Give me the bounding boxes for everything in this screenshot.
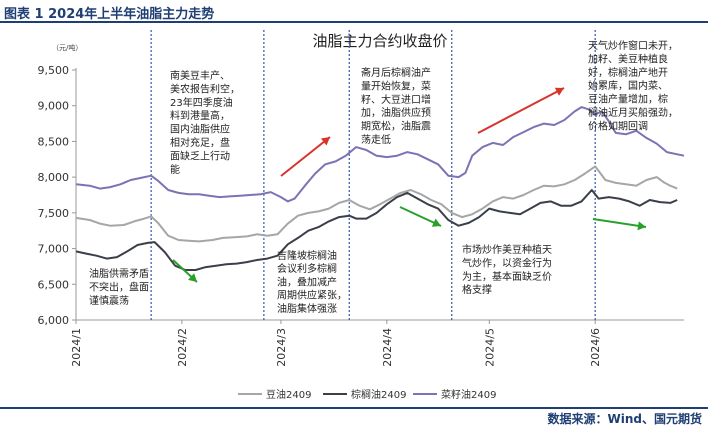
annotation-line: 美农报告利空，	[170, 82, 240, 95]
y-tick-label: 8,500	[38, 135, 70, 148]
annotation-line: 为主，基本面缺乏价	[462, 270, 552, 283]
up-arrow-1-head	[320, 137, 330, 146]
down-arrow-1-head	[188, 273, 197, 282]
annotation-line: 天气炒作窗口未开，	[588, 39, 678, 52]
y-tick-label: 7,500	[38, 207, 70, 220]
y-axis-unit: （元/吨）	[52, 43, 82, 52]
chart: 油脂主力合约收盘价 （元/吨） 6,000 6,500 7,000 7,500 8,000 8…	[38, 30, 685, 401]
legend-label-3: 菜籽油2409	[441, 388, 496, 401]
x-tick-label: 2024/1	[70, 328, 83, 367]
annotation-line: 周期供应紧张，	[277, 289, 347, 302]
annotation-line: 量开始恢复，菜	[361, 79, 431, 92]
annotation-line: 始累库，国内菜、	[588, 79, 668, 92]
up-arrow-2-head	[554, 87, 564, 96]
annotation-line: 加籽、美豆种植良	[588, 52, 668, 65]
y-tick-label: 6,000	[38, 314, 70, 327]
annotation-line: 会议利多棕榈	[277, 262, 337, 275]
annotation-line: 不突出，盘面	[89, 280, 149, 293]
figure-caption: 图表 1 2024年上半年油脂主力走势	[4, 7, 215, 22]
annotation-line: 籽、大豆进口增	[361, 93, 431, 106]
up-arrow-1-shaft	[280, 136, 331, 177]
y-tick-label: 8,000	[38, 171, 70, 184]
chart-title: 油脂主力合约收盘价	[312, 32, 447, 50]
x-tick-label: 2024/4	[381, 328, 394, 367]
annotation-line: 豆油产量增加，棕	[588, 93, 668, 106]
annotation-line: 油脂集体强涨	[277, 302, 337, 315]
annotation-line: 加，油脂供应预	[361, 106, 431, 119]
legend-label-1: 豆油2409	[266, 388, 311, 401]
y-tick-label: 6,500	[38, 278, 70, 291]
figure-header: 图表 1 2024年上半年油脂主力走势	[0, 0, 708, 23]
annotation-line: 国内油脂供应	[170, 123, 230, 136]
annotation-line: 榈油近月买船强劲，	[588, 106, 678, 119]
down-arrow-3-head	[637, 221, 646, 231]
series-line-2	[75, 189, 678, 271]
annotation-line: 好，棕榈油产地开	[588, 66, 668, 79]
annotation-line: 荡走低	[361, 133, 391, 146]
header-rule	[0, 21, 708, 23]
y-tick-label: 9,000	[38, 100, 70, 113]
annotation-line: 能	[170, 163, 180, 176]
data-source: 数据来源：Wind、国元期货	[547, 412, 702, 426]
annotation-line: 谨慎震荡	[89, 294, 129, 307]
annotation-line: 期宽松，油脂震	[361, 120, 431, 133]
annotation-line: 23年四季度油	[170, 96, 233, 109]
y-tick-label: 9,500	[38, 64, 70, 77]
annotation-line: 相对充足，盘	[170, 136, 230, 149]
annotation-line: 面缺乏上行动	[170, 149, 230, 162]
annotation-line: 南美豆丰产、	[170, 69, 230, 82]
x-tick-label: 2024/2	[176, 328, 189, 367]
down-arrow-2-head	[431, 218, 441, 227]
y-tick-label: 7,000	[38, 243, 70, 256]
legend-label-2: 棕榈油2409	[351, 388, 406, 401]
down-arrow-3-shaft	[592, 218, 647, 228]
annotation-line: 气炒作，以资金行为	[462, 256, 552, 269]
series-line-1	[75, 165, 678, 243]
annotation-line: 斋月后棕榈油产	[361, 66, 431, 79]
x-tick-label: 2024/5	[483, 328, 496, 367]
annotation-line: 油脂供需矛盾	[89, 267, 149, 280]
annotation-line: 市场炒作美豆种植天	[462, 243, 552, 256]
annotation-line: 价格如期回调	[588, 119, 648, 132]
footer-rule	[0, 407, 708, 409]
annotation-line: 吉隆坡棕榈油	[277, 249, 337, 262]
annotation-line: 料到港量高，	[170, 109, 230, 122]
series-line-3	[75, 106, 685, 203]
up-arrow-2-shaft	[477, 87, 565, 134]
x-tick-label: 2024/3	[275, 328, 288, 367]
x-tick-label: 2024/6	[589, 328, 602, 367]
annotation-line: 油，叠加减产	[277, 275, 337, 288]
annotation-line: 格支撑	[462, 283, 492, 296]
